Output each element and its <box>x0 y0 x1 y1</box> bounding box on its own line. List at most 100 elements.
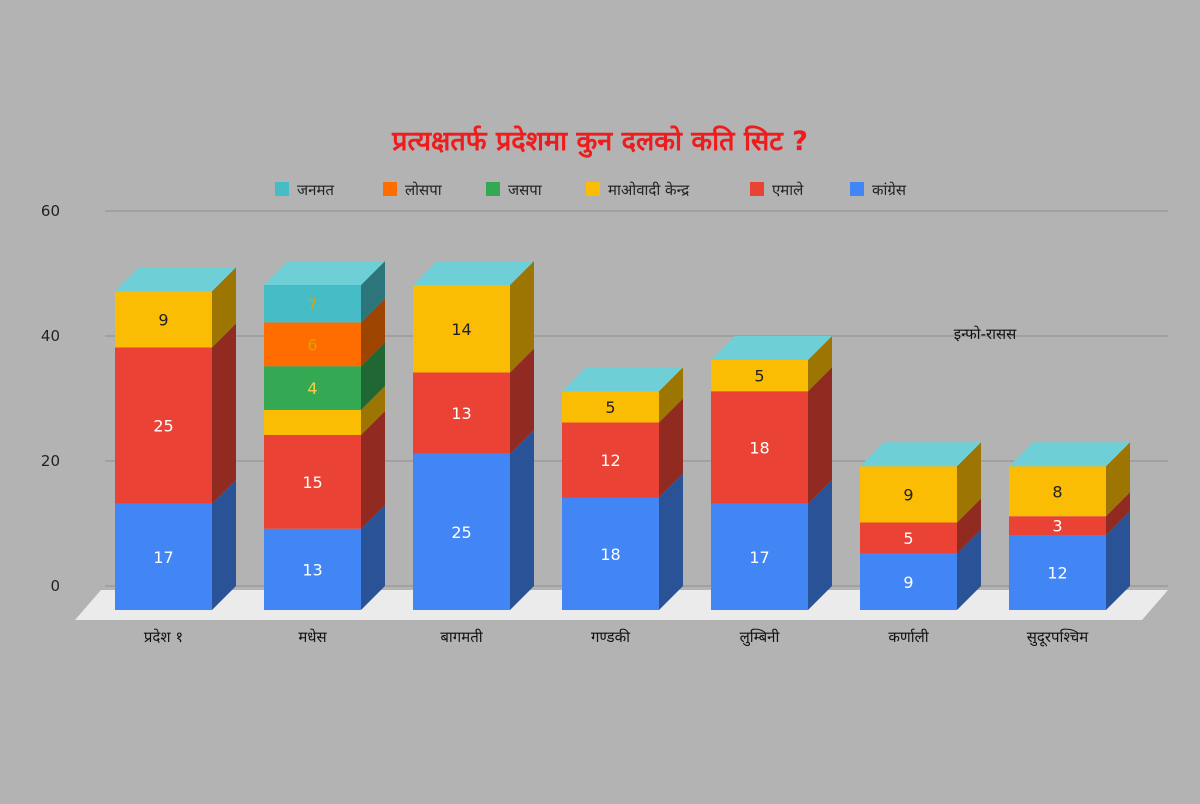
legend-item: माओवादी केन्द्र <box>586 181 690 199</box>
bar-side-face <box>1106 492 1130 535</box>
bar-top-face <box>860 442 981 467</box>
bar-segment <box>860 442 981 523</box>
bar-front-face <box>860 466 957 523</box>
bar-side-face <box>808 479 832 610</box>
bar-top-face <box>264 261 385 285</box>
data-label: 9 <box>903 485 913 504</box>
bar-segment <box>264 342 385 410</box>
bar-side-face <box>361 261 385 323</box>
bar-front-face <box>711 391 808 504</box>
data-label: 8 <box>1052 482 1062 501</box>
data-label: 13 <box>302 560 322 579</box>
bar-front-face <box>115 503 212 610</box>
bar-side-face <box>957 498 981 554</box>
source-annotation: इन्फो-रासस <box>954 325 1017 343</box>
bar-side-face <box>1106 511 1130 610</box>
bar-segment <box>1009 442 1130 517</box>
x-tick-label: कर्णाली <box>888 628 929 646</box>
legend-swatch <box>586 182 600 196</box>
bar-front-face <box>1009 516 1106 535</box>
legend-label: जनमत <box>297 181 334 199</box>
bar-front-face <box>711 503 808 610</box>
bar-side-face <box>212 323 236 504</box>
legend-label: लोसपा <box>405 181 443 199</box>
bar-segment <box>711 367 832 504</box>
data-label: 25 <box>153 417 173 436</box>
legend-swatch <box>850 182 864 196</box>
bar-front-face <box>413 372 510 454</box>
data-label: 9 <box>158 310 168 329</box>
bar-front-face <box>264 410 361 435</box>
data-label: 15 <box>302 473 322 492</box>
data-label: 17 <box>749 548 769 567</box>
bar-segment <box>413 261 534 373</box>
y-tick-label: 40 <box>41 327 60 345</box>
data-label: 25 <box>451 523 471 542</box>
bar-segment <box>562 473 683 610</box>
bar-top-face <box>115 267 236 292</box>
data-label: 9 <box>903 573 913 592</box>
bar-top-face <box>562 367 683 392</box>
x-tick-label: गण्डकी <box>591 628 631 646</box>
bar-side-face <box>361 504 385 610</box>
bar-top-face <box>413 261 534 285</box>
bar-side-face <box>212 267 236 348</box>
bar-front-face <box>115 291 212 348</box>
bar-side-face <box>957 442 981 523</box>
bar-front-face <box>562 391 659 423</box>
bar-segment <box>264 504 385 610</box>
bar-side-face <box>510 348 534 454</box>
legend-label: जसपा <box>508 181 543 199</box>
bar-side-face <box>361 386 385 435</box>
x-tick-label: प्रदेश १ <box>144 628 183 646</box>
data-label: 3 <box>1052 517 1062 536</box>
bar-segment <box>115 323 236 504</box>
chart-title: प्रत्यक्षतर्फ प्रदेशमा कुन दलको कति सिट … <box>391 125 808 158</box>
bar-top-face <box>1009 442 1130 467</box>
data-label: 12 <box>600 451 620 470</box>
bar-segment <box>860 498 981 554</box>
bar-segment <box>562 398 683 498</box>
bar-segment <box>264 261 385 323</box>
bar-front-face <box>711 360 808 392</box>
bar-side-face <box>957 529 981 610</box>
data-label: 14 <box>451 320 471 339</box>
bar-top-face <box>711 336 832 360</box>
bar-segment <box>264 386 385 435</box>
bar-side-face <box>212 479 236 610</box>
data-label: 5 <box>605 398 615 417</box>
bar-front-face <box>264 528 361 610</box>
data-label: 7 <box>307 295 317 314</box>
legend-label: एमाले <box>772 181 804 199</box>
bar-side-face <box>361 298 385 367</box>
bar-segment <box>264 411 385 529</box>
data-label: 17 <box>153 548 173 567</box>
legend-label: कांग्रेस <box>872 181 907 199</box>
bar-segment <box>711 336 832 392</box>
bar-side-face <box>659 367 683 423</box>
data-label: 18 <box>749 439 769 458</box>
bar-side-face <box>659 473 683 610</box>
x-tick-label: बागमती <box>440 628 483 646</box>
bar-side-face <box>361 342 385 410</box>
bar-front-face <box>115 347 212 504</box>
bar-segment <box>1009 511 1130 610</box>
y-tick-label: 0 <box>50 577 60 595</box>
bar-side-face <box>510 429 534 610</box>
bar-segment <box>115 267 236 348</box>
bar-front-face <box>1009 466 1106 517</box>
bar-segment <box>1009 492 1130 535</box>
data-label: 5 <box>903 529 913 548</box>
bar-side-face <box>808 367 832 504</box>
legend-swatch <box>486 182 500 196</box>
x-tick-label: सुदूरपश्चिम <box>1027 628 1090 647</box>
legend-swatch <box>275 182 289 196</box>
data-label: 13 <box>451 404 471 423</box>
y-tick-label: 20 <box>41 452 60 470</box>
bar-segment <box>413 429 534 610</box>
bar-front-face <box>413 285 510 373</box>
bar-front-face <box>860 522 957 554</box>
bar-side-face <box>659 398 683 498</box>
